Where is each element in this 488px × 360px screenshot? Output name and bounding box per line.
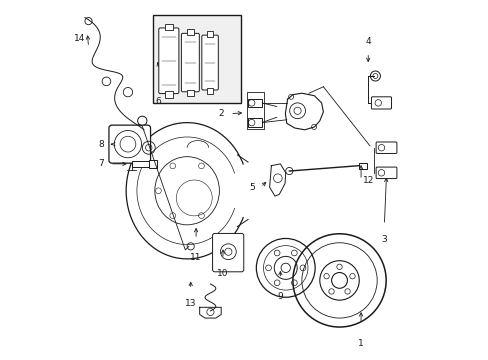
Text: 9: 9 bbox=[277, 292, 283, 301]
Text: 14: 14 bbox=[74, 34, 85, 43]
Bar bbox=[153, 15, 241, 103]
Text: 4: 4 bbox=[365, 37, 370, 46]
Text: 10: 10 bbox=[217, 269, 228, 278]
Bar bbox=[206, 88, 213, 94]
Bar bbox=[247, 118, 261, 127]
Bar bbox=[246, 92, 264, 129]
Bar bbox=[164, 24, 173, 30]
FancyBboxPatch shape bbox=[375, 142, 396, 153]
FancyBboxPatch shape bbox=[109, 125, 150, 163]
Text: 3: 3 bbox=[381, 235, 386, 244]
Text: 8: 8 bbox=[98, 140, 104, 149]
Text: 7: 7 bbox=[98, 159, 104, 168]
Bar bbox=[359, 163, 366, 168]
Bar bbox=[186, 29, 194, 36]
Text: 12: 12 bbox=[362, 176, 373, 185]
FancyBboxPatch shape bbox=[181, 33, 199, 92]
Text: 5: 5 bbox=[248, 183, 254, 192]
Bar bbox=[186, 90, 194, 96]
Text: 13: 13 bbox=[184, 299, 196, 308]
Text: 11: 11 bbox=[190, 253, 202, 262]
Bar bbox=[164, 91, 173, 98]
FancyBboxPatch shape bbox=[159, 28, 179, 94]
Bar bbox=[206, 31, 213, 37]
Text: 1: 1 bbox=[357, 339, 363, 348]
Text: 2: 2 bbox=[218, 109, 224, 118]
Bar bbox=[149, 159, 156, 168]
Bar bbox=[247, 99, 261, 107]
FancyBboxPatch shape bbox=[371, 97, 391, 109]
Text: 6: 6 bbox=[155, 96, 161, 105]
FancyBboxPatch shape bbox=[202, 35, 218, 90]
FancyBboxPatch shape bbox=[375, 167, 396, 179]
Bar bbox=[131, 161, 151, 167]
FancyBboxPatch shape bbox=[212, 233, 244, 272]
